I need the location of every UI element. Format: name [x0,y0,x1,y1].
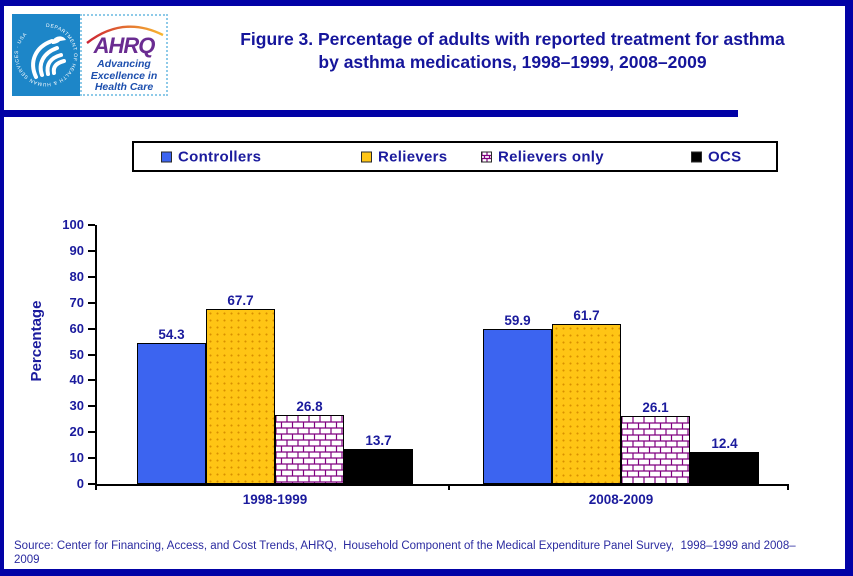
x-category-label: 2008-2009 [588,492,654,507]
y-axis-tick [88,431,95,434]
bar-value-label: 67.7 [227,293,254,308]
legend-label: Relievers [378,148,448,165]
y-axis-tick-label: 90 [69,242,84,258]
y-axis-tick [88,275,95,278]
x-axis-tick [95,484,97,490]
bar-ocs: 13.7 [344,433,413,484]
ahrq-tagline: Advancing Excellence in Health Care [90,58,158,93]
legend: Controllers Relievers Relievers only OCS [132,141,778,172]
brick-pattern [276,416,343,483]
x-category-label: 1998-1999 [242,492,308,507]
hhs-eagle-icon: DEPARTMENT OF HEALTH & HUMAN SERVICES · … [14,23,77,87]
bar-value-label: 61.7 [573,308,600,323]
y-axis-tick [88,224,95,226]
hhs-logo: DEPARTMENT OF HEALTH & HUMAN SERVICES · … [12,14,80,96]
legend-swatch-relievers-only-icon [481,151,492,162]
y-axis-tick [88,483,95,485]
bar-value-label: 54.3 [158,327,185,342]
legend-swatch-ocs-icon [691,151,702,162]
brick-pattern [482,152,491,161]
figure-title-line1: Figure 3. Percentage of adults with repo… [240,29,785,49]
bar-value-label: 59.9 [504,313,531,328]
source-note: Source: Center for Financing, Access, an… [14,540,796,566]
legend-item-ocs: OCS [691,148,741,165]
y-axis-tick-label: 80 [69,268,84,284]
y-axis-tick-label: 40 [69,372,84,388]
bar-ocs: 12.4 [690,436,759,484]
y-axis-tick [88,249,95,252]
y-axis-title: Percentage [28,300,45,382]
legend-item-relievers: Relievers [361,148,447,165]
bar-controllers: 54.3 [137,327,206,484]
x-axis-tick [448,484,450,490]
y-axis-tick-label: 30 [69,398,84,414]
y-axis-tick-label: 50 [69,346,84,362]
y-axis-tick-label: 20 [69,424,84,440]
y-axis-tick-label: 60 [69,320,84,336]
ahrq-logo: AHRQ Advancing Excellence in Health Care [80,14,168,96]
figure-title-line2: by asthma medications, 1998–1999, 2008–2… [318,52,707,72]
header-divider [4,110,738,117]
y-axis-tick [88,405,95,408]
x-axis-tick [787,484,789,490]
legend-swatch-relievers-icon [361,151,372,162]
ahrq-acronym: AHRQ [93,33,156,58]
y-axis-tick [88,301,95,304]
bar-relievers: 67.7 [206,293,275,484]
bar-relievers: 61.7 [552,308,621,484]
bar-relievers-only: 26.8 [275,399,344,484]
y-axis-tick [88,327,95,330]
figure-title: Figure 3. Percentage of adults with repo… [180,28,845,74]
brick-pattern [622,417,689,483]
y-axis-tick [88,379,95,382]
y-axis-tick-label: 10 [69,450,84,466]
legend-label: OCS [708,148,742,165]
y-axis-tick-label: 100 [62,217,84,232]
bar-value-label: 12.4 [711,436,738,451]
y-axis-tick-label: 70 [69,294,84,310]
plot-area: 0 10 20 30 40 50 60 70 80 90 100 54.3 67.7 26.8 13.7 19… [62,217,789,507]
bar-controllers: 59.9 [483,313,552,484]
y-axis-tick-label: 0 [76,476,84,491]
ahrq-arc-icon [86,25,164,44]
agency-logos: DEPARTMENT OF HEALTH & HUMAN SERVICES · … [12,14,168,96]
legend-swatch-controllers-icon [161,151,172,162]
bar-value-label: 26.8 [296,399,323,414]
y-axis-tick [88,457,95,460]
bar-relievers-only: 26.1 [621,400,690,484]
figure-stage: DEPARTMENT OF HEALTH & HUMAN SERVICES · … [4,6,845,569]
bar-value-label: 13.7 [365,433,392,448]
legend-label: Relievers only [498,148,604,165]
bar-value-label: 26.1 [642,400,669,415]
legend-label: Controllers [178,148,262,165]
legend-item-controllers: Controllers [161,148,261,165]
legend-item-relievers-only: Relievers only [481,148,604,165]
y-axis-tick [88,353,95,356]
